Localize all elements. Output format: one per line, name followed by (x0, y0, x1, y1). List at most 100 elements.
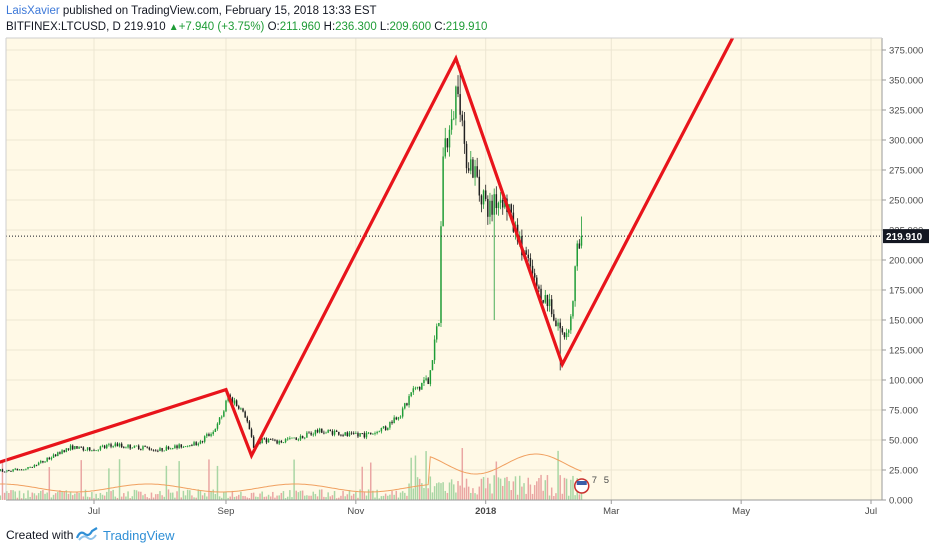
candle-body (404, 403, 406, 409)
candle-body (3, 471, 6, 473)
candle-body (178, 444, 180, 448)
volume-bar (193, 497, 195, 500)
candle-body (321, 428, 323, 433)
candle-body (378, 431, 380, 433)
volume-bar (5, 491, 8, 500)
volume-bar (78, 492, 80, 500)
volume-bar (310, 495, 312, 500)
candle-body (206, 434, 208, 437)
volume-bar (225, 491, 227, 500)
candle-body (10, 471, 12, 472)
candle-body (418, 386, 421, 390)
volume-bar (476, 494, 478, 500)
volume-bar (280, 492, 283, 500)
candle-body (125, 447, 127, 449)
volume-bar (578, 494, 581, 500)
volume-bar (133, 489, 136, 500)
candle-body (472, 159, 474, 178)
candle-body (342, 435, 344, 436)
candle-body (48, 457, 51, 460)
candle-body (16, 468, 19, 471)
volume-bar (3, 492, 6, 500)
volume-bar (493, 475, 495, 500)
volume-bar (406, 495, 408, 500)
candle-body (529, 257, 532, 266)
volume-bar (393, 494, 395, 500)
candle-body (325, 432, 327, 434)
candle-body (312, 434, 315, 436)
volume-bar (129, 498, 131, 500)
volume-bar (31, 492, 34, 500)
volume-bar (46, 492, 48, 500)
candle-body (427, 378, 429, 384)
candle-body (459, 94, 461, 115)
symbol-label[interactable]: BITFINEX:LTCUSD, D (6, 21, 121, 33)
y-tick-label: 200.000 (889, 256, 923, 267)
candle-body (133, 445, 136, 448)
candle-body (380, 427, 383, 432)
volume-bar (346, 494, 349, 500)
volume-bar (348, 490, 351, 500)
candle-body (25, 468, 27, 470)
volume-bar (142, 495, 144, 500)
candle-body (387, 427, 389, 431)
volume-bar (59, 490, 61, 500)
candle-body (118, 443, 121, 447)
volume-bar (529, 484, 532, 500)
candle-body (142, 446, 144, 450)
volume-bar (323, 496, 325, 500)
candle-body (493, 194, 495, 215)
tradingview-brand[interactable]: TradingView (103, 528, 175, 543)
volume-bar (44, 493, 46, 500)
volume-bar (435, 483, 438, 500)
volume-bar (137, 491, 140, 500)
candle-body (263, 438, 266, 440)
volume-bar (297, 492, 300, 500)
author-name[interactable]: LaisXavier (6, 5, 60, 17)
volume-bar (410, 457, 412, 500)
volume-bar (527, 477, 530, 500)
candle-body (44, 461, 46, 463)
candle-body (440, 226, 442, 323)
volume-bar (174, 497, 176, 500)
volume-bar (321, 489, 323, 500)
volume-bar (429, 476, 432, 500)
y-tick-label: 100.000 (889, 376, 923, 387)
candle-body (363, 433, 366, 438)
volume-bar (423, 488, 425, 500)
candle-body (350, 432, 353, 434)
volume-bar (248, 498, 251, 500)
volume-bar (210, 490, 212, 500)
candle-body (23, 469, 25, 471)
volume-bar (536, 481, 538, 500)
candle-body (450, 119, 453, 130)
y-tick-label: 175.000 (889, 286, 923, 297)
candle-body (565, 332, 568, 338)
volume-bar (378, 498, 380, 500)
y-tick-label: 50.000 (889, 436, 918, 447)
candle-body (369, 432, 372, 435)
volume-bar (525, 493, 527, 500)
last-price: 219.910 (124, 21, 166, 33)
volume-bar (355, 491, 357, 500)
candle-body (95, 450, 97, 452)
candle-body (63, 450, 65, 452)
volume-bar (487, 477, 489, 500)
volume-bar (240, 491, 242, 500)
volume-bar (306, 495, 308, 500)
candle-body (244, 411, 246, 418)
volume-bar (421, 483, 423, 500)
last-price-label: 219.910 (886, 232, 923, 243)
candles (0, 65, 583, 473)
volume-bar (438, 482, 440, 500)
candle-body (278, 440, 280, 444)
y-tick-label: 75.000 (889, 406, 918, 417)
candle-body (33, 464, 36, 468)
volume-bar (533, 485, 536, 500)
volume-bar (255, 496, 257, 500)
candle-body (97, 449, 100, 451)
candle-body (35, 464, 38, 466)
candle-body (5, 470, 8, 472)
tradingview-logo-icon[interactable] (76, 526, 98, 542)
candle-body (101, 445, 104, 447)
